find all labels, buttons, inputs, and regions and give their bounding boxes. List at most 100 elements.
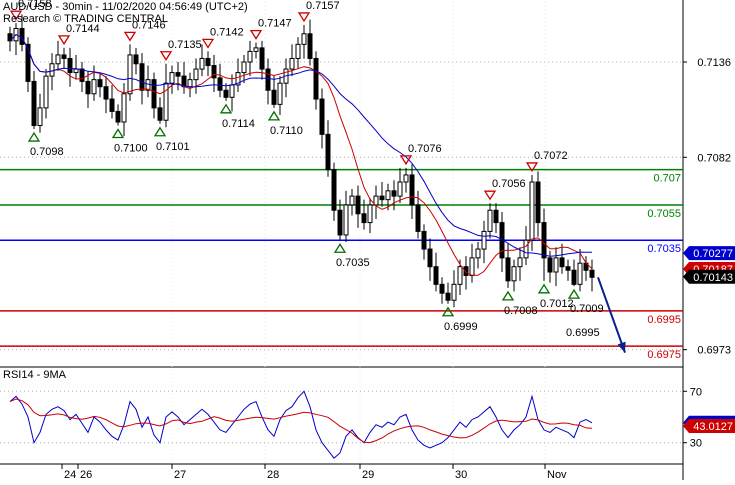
candle-body	[31, 80, 37, 127]
candle-body	[103, 86, 109, 100]
candle-body	[229, 84, 235, 98]
candle-body	[421, 230, 427, 250]
time-tick-label: 27	[174, 469, 186, 480]
candle-body	[415, 204, 421, 232]
candle-body	[559, 257, 565, 268]
candle-body	[355, 195, 361, 215]
candle-body	[175, 72, 181, 77]
candle-body	[223, 89, 229, 98]
level-label-pivot: 0.7035	[647, 243, 681, 255]
candle-body	[349, 195, 355, 206]
candle-body	[367, 204, 373, 224]
ma-fast-line	[9, 33, 593, 276]
swing-high-label: 0.7076	[408, 143, 442, 155]
level-label-support_1: 0.6995	[647, 314, 681, 326]
candle-body	[133, 54, 139, 65]
swing-high-label: 0.7056	[492, 178, 526, 190]
candle-body	[439, 283, 445, 294]
candle-body	[319, 98, 325, 135]
swing-low-marker	[537, 283, 551, 294]
candle-body	[541, 222, 547, 259]
swing-high-marker	[159, 51, 173, 61]
swing-high-label: 0.7157	[306, 0, 340, 12]
candle-body	[91, 79, 97, 95]
swing-high-label: 0.7146	[132, 19, 166, 31]
swing-high-marker	[57, 35, 71, 46]
swing-low-label: 0.7110	[270, 125, 303, 137]
rsi-panel-title: RSI14 - 9MA	[3, 369, 67, 381]
time-tick-label: 28	[267, 469, 279, 480]
swing-low-label: 0.7009	[570, 303, 604, 315]
swing-high-label: 0.7144	[66, 23, 100, 35]
candle-body	[487, 209, 493, 232]
swing-high-label: 0.7142	[210, 26, 244, 38]
candle-body	[205, 57, 211, 67]
candle-body	[25, 43, 31, 82]
swing-low-marker	[501, 290, 515, 301]
level-label-support_2: 0.6975	[647, 349, 681, 361]
swing-low-marker	[441, 306, 455, 317]
price-badge-label-current: 0.70143	[693, 272, 733, 284]
candle-body	[61, 54, 67, 59]
candle-body	[187, 79, 193, 88]
swing-high-marker	[483, 190, 497, 201]
swing-low-marker	[153, 126, 167, 137]
swing-high-label: 0.7135	[168, 39, 202, 51]
candle-body	[391, 190, 397, 197]
price-badge-ma_slow	[683, 246, 735, 261]
swing-low-label: 0.7035	[336, 257, 370, 269]
candle-body	[265, 68, 271, 91]
candle-body	[55, 54, 61, 65]
candle-body	[157, 107, 163, 121]
candle-body	[577, 262, 583, 285]
candle-body	[301, 33, 307, 45]
candle-body	[253, 47, 259, 52]
candle-body	[193, 68, 199, 81]
time-tick-label: Nov	[547, 469, 567, 480]
candle-body	[547, 257, 553, 273]
ma-slow-line	[9, 33, 592, 257]
candle-body	[289, 57, 295, 70]
candle-body	[373, 195, 379, 206]
candle-body	[523, 239, 529, 259]
candle-body	[427, 248, 433, 268]
swing-high-marker	[9, 10, 23, 21]
candle-body	[151, 79, 157, 109]
candle-body	[481, 230, 487, 250]
swing-high-marker	[249, 29, 263, 40]
time-tick-label: 26	[80, 469, 92, 480]
rsi-ma-line	[9, 398, 593, 444]
candle-body	[331, 169, 337, 211]
candle-body	[37, 107, 43, 127]
time-tick-label: 24	[64, 469, 76, 480]
candle-body	[571, 269, 577, 285]
candle-body	[451, 283, 457, 301]
candle-body	[343, 204, 349, 236]
candle-body	[475, 248, 481, 259]
candle-body	[307, 33, 313, 59]
swing-high-marker	[123, 31, 137, 42]
candle-body	[397, 181, 403, 197]
candle-body	[403, 174, 409, 183]
candle-body	[79, 68, 85, 82]
level-label-resistance_1: 0.707	[653, 173, 681, 185]
candle-body	[217, 77, 223, 91]
candle-body	[163, 82, 169, 121]
candle-body	[97, 79, 103, 88]
candle-body	[49, 63, 55, 77]
candle-body	[445, 292, 451, 301]
candle-body	[43, 75, 49, 109]
candle-body	[385, 190, 391, 201]
rsi-tick-label: 70	[690, 386, 702, 398]
projection-arrow-head	[617, 341, 626, 353]
swing-low-label: 0.7098	[30, 146, 64, 158]
price-badge-current	[683, 269, 735, 284]
level-label-resistance_2: 0.7055	[647, 208, 681, 220]
candle-body	[109, 98, 115, 112]
candle-body	[277, 82, 283, 105]
price-tick-label: 0.7082	[697, 152, 731, 164]
candle-body	[535, 181, 541, 224]
swing-low-marker	[27, 131, 41, 142]
candle-body	[67, 57, 73, 74]
